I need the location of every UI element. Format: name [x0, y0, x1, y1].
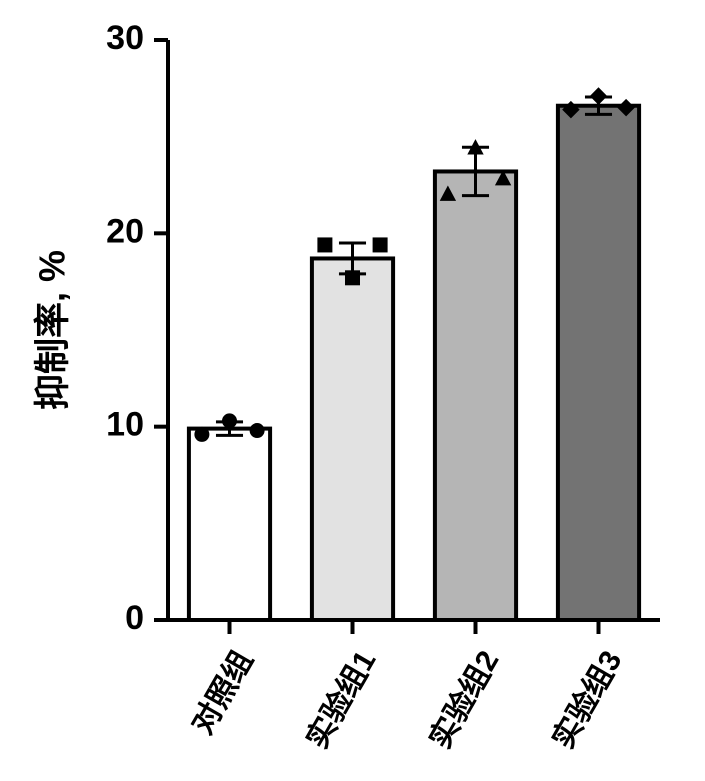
point-3-1 [590, 88, 606, 104]
x-label-0: 对照组 [185, 645, 259, 740]
bar-0 [189, 429, 270, 620]
y-axis-title: 抑制率, % [32, 250, 73, 410]
point-0-0 [195, 427, 209, 441]
point-0-1 [223, 414, 237, 428]
x-label-3: 实验组3 [546, 645, 629, 754]
y-tick-label-1: 10 [106, 406, 144, 444]
x-label-2: 实验组2 [423, 645, 506, 754]
bar-1 [312, 258, 393, 620]
y-tick-label-0: 0 [125, 599, 144, 637]
point-1-1 [346, 271, 360, 285]
y-tick-label-2: 20 [106, 212, 144, 250]
y-tick-label-3: 30 [106, 19, 144, 57]
point-1-2 [373, 238, 387, 252]
bar-chart: 0 10 20 30 抑制率, % 对照组实验组1 实验组2 实验组3 [0, 0, 705, 781]
point-1-0 [318, 238, 332, 252]
bar-2 [435, 171, 516, 620]
chart-svg: 0 10 20 30 抑制率, % 对照组实验组1 实验组2 实验组3 [0, 0, 705, 781]
point-0-2 [250, 424, 264, 438]
x-label-1: 实验组1 [300, 645, 383, 754]
bar-3 [558, 106, 639, 620]
